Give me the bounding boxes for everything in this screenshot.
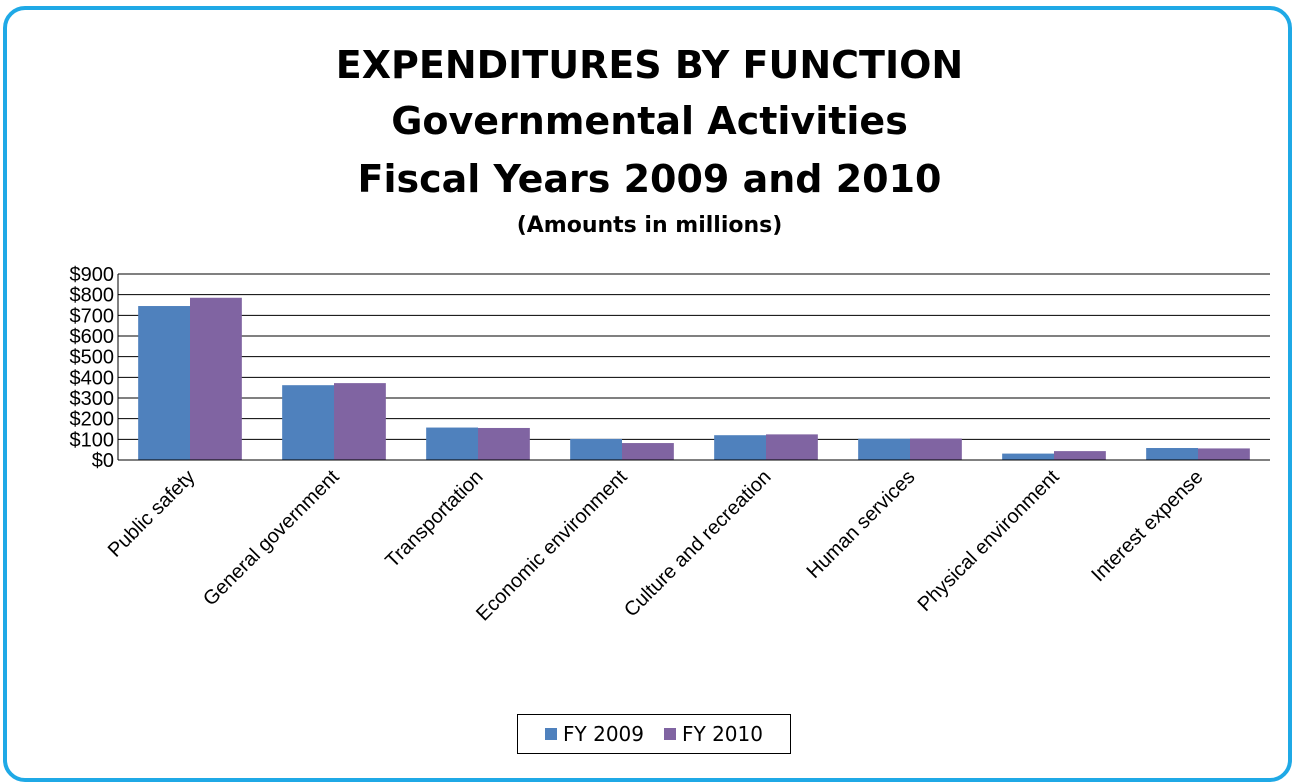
chart-title-line-2: Governmental Activities: [391, 99, 908, 143]
legend-item-fy2009: FY 2009: [545, 722, 644, 746]
x-category-label: Human services: [803, 466, 920, 583]
bar-fy2009: [714, 435, 766, 460]
bar-fy2010: [910, 438, 962, 460]
y-tick-label: $500: [70, 347, 115, 369]
y-tick-label: $600: [70, 326, 115, 348]
bar-chart: $0$100$200$300$400$500$600$700$800$900 Pu…: [70, 264, 1270, 626]
y-tick-label: $200: [70, 409, 115, 431]
bar-fy2009: [426, 427, 478, 460]
chart-title-line-3: Fiscal Years 2009 and 2010: [357, 157, 942, 201]
legend-item-fy2010: FY 2010: [664, 722, 763, 746]
bar-fy2009: [282, 385, 334, 460]
y-tick-label: $800: [70, 285, 115, 307]
bar-fy2010: [190, 297, 242, 460]
legend-label-fy2009: FY 2009: [563, 722, 644, 746]
bar-fy2009: [138, 306, 190, 460]
chart-title-line-1: EXPENDITURES BY FUNCTION: [335, 43, 964, 87]
bar-fy2010: [766, 434, 818, 460]
x-category-label: Transportation: [381, 466, 487, 572]
legend-label-fy2010: FY 2010: [682, 722, 763, 746]
bar-fy2009: [858, 438, 910, 460]
bar-fy2009: [570, 438, 622, 460]
bar-fy2010: [334, 383, 386, 460]
x-category-label: Interest expense: [1087, 466, 1207, 586]
legend-swatch-fy2009: [545, 728, 558, 740]
bar-fy2010: [622, 443, 674, 460]
x-category-label: Physical environment: [914, 466, 1064, 616]
x-category-label: Culture and recreation: [620, 466, 775, 621]
y-tick-label: $700: [70, 305, 115, 327]
y-tick-label: $0: [92, 450, 114, 472]
x-category-label: General government: [199, 466, 344, 611]
y-tick-label: $400: [70, 367, 115, 389]
bar-fy2009: [1146, 448, 1198, 460]
bar-fy2010: [478, 427, 530, 460]
y-tick-label: $900: [70, 264, 115, 286]
x-category-label: Economic environment: [472, 466, 632, 626]
x-category-label: Public safety: [104, 466, 200, 562]
chart-subtitle: (Amounts in millions): [516, 213, 783, 238]
y-tick-label: $300: [70, 388, 115, 410]
y-tick-label: $100: [70, 429, 115, 451]
bar-fy2010: [1198, 448, 1250, 460]
bar-fy2010: [1054, 451, 1106, 460]
bar-fy2009: [1002, 453, 1054, 460]
legend: FY 2009 FY 2010: [517, 714, 791, 754]
legend-swatch-fy2010: [664, 728, 676, 740]
